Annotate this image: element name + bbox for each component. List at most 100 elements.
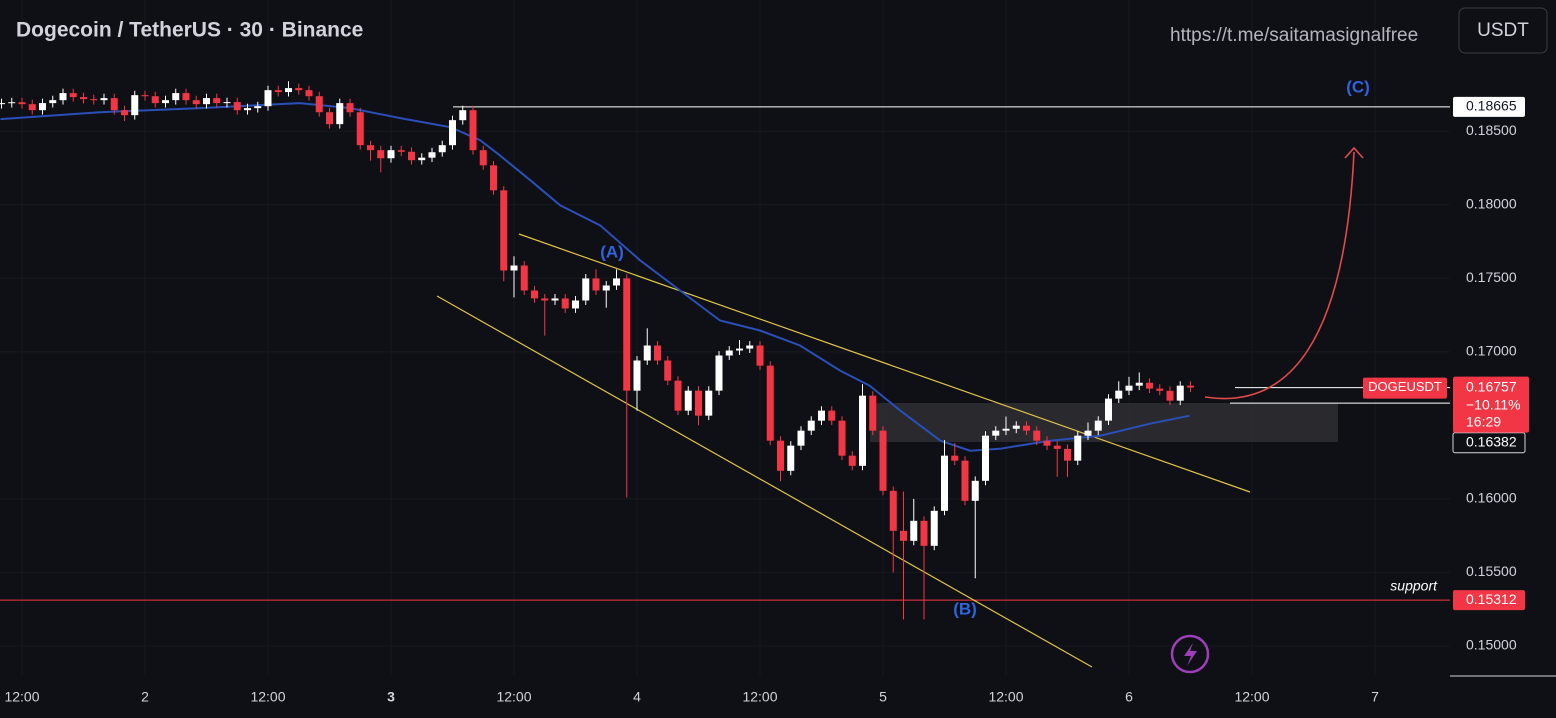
logo-bolt xyxy=(1184,643,1197,666)
candle-body xyxy=(838,420,846,456)
y-tick-label: 0.16000 xyxy=(1466,490,1517,506)
countdown-label: 16:29 xyxy=(1466,413,1501,429)
currency-button[interactable] xyxy=(1458,7,1548,54)
candle-body xyxy=(858,395,866,466)
candle-body xyxy=(633,360,641,391)
candle-body xyxy=(1187,385,1194,388)
x-tick-label: 2 xyxy=(141,689,149,705)
x-tick-label: 7 xyxy=(1371,689,1379,705)
arrow-head xyxy=(1344,146,1364,159)
candle-body xyxy=(1053,445,1061,449)
candle-body xyxy=(192,100,200,105)
candle-body xyxy=(49,100,57,104)
candle-body xyxy=(981,435,989,481)
candle-body xyxy=(971,480,979,501)
candle-body xyxy=(264,90,272,107)
candle-body xyxy=(141,95,149,97)
candle-body xyxy=(407,151,415,161)
candle-body xyxy=(131,95,139,116)
x-tick-label: 12:00 xyxy=(4,689,39,705)
currency-button-label[interactable]: USDT xyxy=(1477,20,1529,41)
candle-body xyxy=(438,145,446,153)
candle-body xyxy=(520,265,528,291)
candle-body xyxy=(428,152,436,158)
x-tick-label: 12:00 xyxy=(1234,689,1269,705)
candle-body xyxy=(735,348,743,351)
candle-body xyxy=(479,150,487,166)
candle-body xyxy=(100,98,108,101)
candle-body xyxy=(120,110,128,116)
change-label: −10.11% xyxy=(1466,396,1521,412)
candle-body xyxy=(1002,428,1010,431)
candle-body xyxy=(1074,435,1082,461)
candle-body xyxy=(28,104,36,111)
candle-body xyxy=(315,96,323,113)
candle-body xyxy=(930,510,938,546)
candle-body xyxy=(1104,398,1112,421)
candle-body xyxy=(807,420,815,431)
candle-body xyxy=(59,93,67,101)
candle-body xyxy=(1084,430,1092,436)
candle-body xyxy=(571,300,579,309)
candle-body xyxy=(1156,388,1164,391)
candle-body xyxy=(1012,425,1020,429)
candle-body xyxy=(664,360,672,381)
candle-body xyxy=(1125,385,1133,391)
candle-body xyxy=(182,93,190,101)
candle-body xyxy=(910,520,918,541)
candle-body xyxy=(951,455,959,461)
candle-body xyxy=(213,98,221,104)
axis: 12:00 2 12:00 3 12:00 4 12:00 5 12:00 6 12:00 7 0.18… xyxy=(4,96,1529,705)
last-price-box xyxy=(1453,376,1529,433)
annotation: support xyxy=(1390,578,1438,594)
candle-body xyxy=(254,106,262,109)
candle-body xyxy=(1135,382,1143,386)
candle-body xyxy=(18,102,26,105)
link: https://t.me/saitamasignalfree xyxy=(1170,25,1418,46)
x-tick-label: 5 xyxy=(879,689,887,705)
candle-body xyxy=(899,530,907,541)
candle-body xyxy=(489,165,497,191)
x-tick-label: 6 xyxy=(1125,689,1133,705)
annotation: (A) xyxy=(600,242,624,261)
candle-body xyxy=(797,430,805,446)
title: Dogecoin / TetherUS · 30 · Binance xyxy=(16,19,363,42)
candle-body xyxy=(705,390,713,416)
candle-body xyxy=(284,88,292,93)
trend-line-upper xyxy=(518,233,1251,493)
candle-body xyxy=(274,90,282,93)
x-tick-label: 4 xyxy=(633,689,641,705)
candle-body xyxy=(602,285,610,291)
candle-body xyxy=(305,90,313,97)
y-tick-label: 0.15500 xyxy=(1466,563,1517,579)
candle-body xyxy=(233,102,241,111)
candle-body xyxy=(623,278,631,391)
candle-body xyxy=(377,150,385,159)
candle-body xyxy=(1166,390,1174,401)
candle-body xyxy=(541,298,549,301)
zone-box xyxy=(870,403,1338,442)
x-tick-label: 12:00 xyxy=(742,689,777,705)
candle-body xyxy=(940,455,948,511)
candle-body xyxy=(653,345,661,361)
level-label-box xyxy=(1453,590,1525,611)
candle-body xyxy=(889,490,897,531)
moving-average xyxy=(0,102,1190,452)
last-price-label: 0.16757 xyxy=(1466,378,1517,394)
candle-body xyxy=(612,278,620,286)
candle-body xyxy=(459,110,467,121)
candle-body xyxy=(356,112,364,146)
grid xyxy=(0,0,1450,676)
candle-body xyxy=(879,430,887,491)
candle-body xyxy=(920,520,928,546)
candle-body xyxy=(295,88,303,91)
candle-body xyxy=(366,145,374,151)
forecast-arrow xyxy=(1204,151,1355,400)
y-tick-label: 0.15000 xyxy=(1466,637,1517,653)
candle-body xyxy=(992,430,1000,436)
candle-body xyxy=(336,103,344,125)
candle-body xyxy=(1063,448,1071,461)
annotation: (B) xyxy=(953,599,977,618)
